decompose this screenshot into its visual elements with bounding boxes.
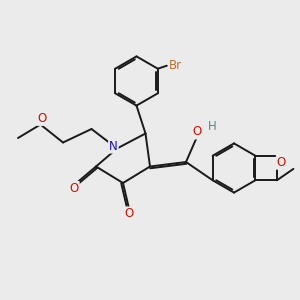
Text: O: O	[277, 156, 286, 169]
Text: O: O	[70, 182, 79, 195]
Text: O: O	[124, 207, 134, 220]
Text: H: H	[208, 120, 217, 133]
Text: O: O	[38, 112, 46, 125]
Text: O: O	[193, 125, 202, 139]
Text: N: N	[109, 140, 118, 153]
Text: Br: Br	[169, 58, 182, 72]
